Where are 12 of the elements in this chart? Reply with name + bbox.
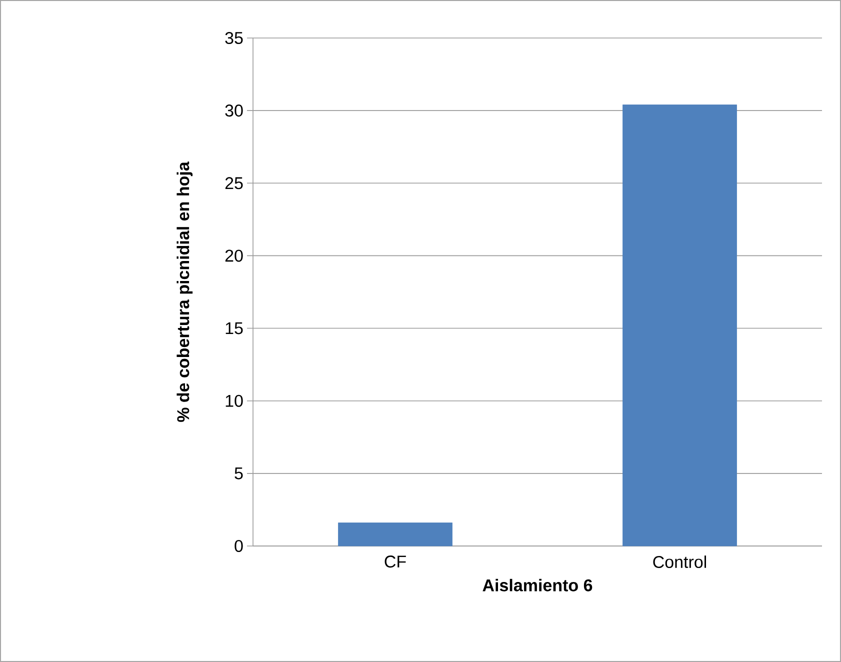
x-tick-label: CF [384, 556, 406, 568]
y-tick-label: 20 [225, 250, 243, 262]
x-axis-title: Aislamiento 6 [482, 578, 592, 592]
y-tick-label: 25 [225, 177, 243, 190]
y-tick-label: 5 [234, 467, 243, 480]
y-tick-label: 35 [225, 32, 243, 44]
y-tick-label: 10 [226, 394, 243, 407]
x-tick-label: Control [653, 556, 706, 568]
y-tick-label: 30 [225, 104, 243, 117]
y-tick-label: 15 [226, 322, 243, 334]
y-tick-label: 0 [234, 540, 243, 552]
y-axis-title: % de cobertura picnidial en hoja [176, 162, 193, 422]
